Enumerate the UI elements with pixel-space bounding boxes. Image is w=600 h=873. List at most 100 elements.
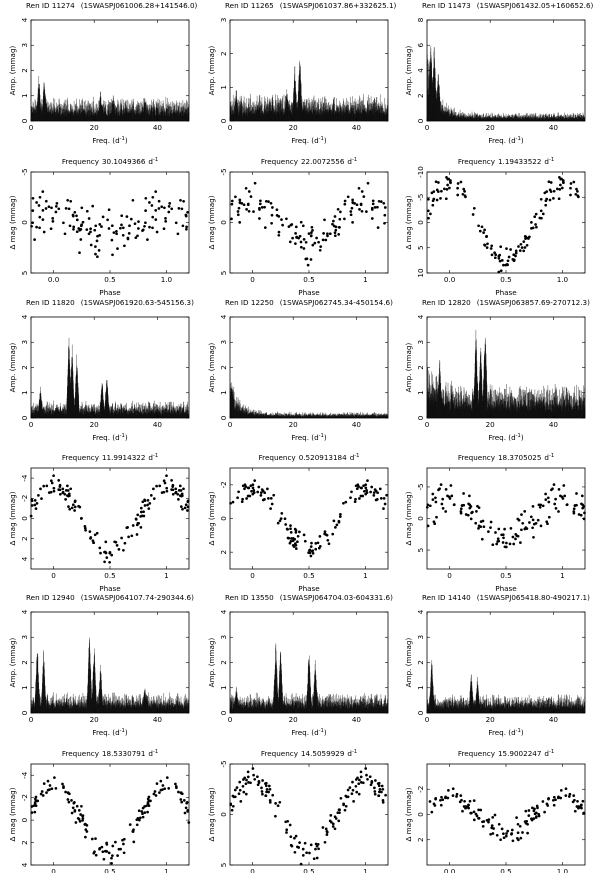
data-point (525, 819, 529, 823)
y-tick-label: 3 (219, 18, 228, 23)
data-point (98, 847, 102, 850)
y-tick-label: 2 (219, 660, 228, 665)
data-point (493, 256, 497, 260)
data-point (103, 560, 106, 564)
data-point (75, 230, 79, 234)
data-point (174, 221, 178, 225)
data-point (381, 801, 385, 804)
data-point (479, 808, 483, 812)
data-point (534, 223, 537, 226)
data-point (325, 833, 329, 836)
data-point (257, 780, 261, 783)
frequency-title: Frequency 0.520913184 d-1 (259, 453, 360, 462)
data-point (230, 808, 234, 812)
data-point (381, 798, 385, 802)
data-point (154, 218, 158, 221)
x-axis-label: Freq. (d-1) (291, 433, 327, 442)
data-point (309, 554, 313, 558)
x-tick-label: 40 (549, 715, 559, 724)
data-point (319, 245, 323, 248)
data-point (502, 836, 506, 840)
data-point (37, 494, 40, 497)
data-point (352, 800, 355, 803)
data-point (295, 235, 299, 239)
star-id-label: Ren ID 11274 (26, 1, 75, 10)
data-point (78, 820, 82, 823)
x-axis-label: Phase (298, 288, 320, 297)
data-point (155, 230, 159, 234)
periodogram-panel: Ren ID 11274 (1SWASPJ061006.28+141546.0) 0… (8, 1, 198, 145)
phase-panel: Frequency18.5330791d-100.51-4-2024PhaseΔ… (8, 749, 191, 873)
data-point (267, 784, 271, 788)
data-point (519, 836, 523, 840)
data-point (98, 234, 101, 237)
data-point (432, 520, 436, 524)
data-point (183, 811, 187, 815)
x-tick-label: 0 (51, 571, 56, 580)
data-point (506, 259, 510, 263)
data-point (145, 804, 148, 808)
data-point (294, 543, 298, 547)
data-point (237, 792, 241, 796)
y-tick-label: 0 (416, 220, 425, 225)
data-point (577, 195, 580, 199)
data-point (430, 810, 434, 814)
data-point (67, 492, 71, 496)
data-point (73, 210, 77, 214)
data-point (134, 518, 138, 521)
data-point (121, 233, 125, 237)
y-tick-label: 4 (219, 609, 228, 614)
data-point (174, 782, 177, 786)
data-point (348, 786, 352, 789)
x-tick-label: 1 (363, 275, 368, 284)
data-point (311, 229, 314, 232)
periodogram-panel: Ren ID 12820 (1SWASPJ063857.69-270712.3) 0… (404, 298, 590, 442)
data-point (525, 243, 529, 247)
data-point (527, 809, 531, 812)
data-point (439, 803, 443, 807)
data-point (377, 199, 381, 203)
data-point (354, 778, 358, 781)
data-point (449, 484, 453, 487)
phase-panel: Frequency15.9002247d-10.00.51.0-202Phase… (404, 749, 586, 873)
data-point (72, 225, 76, 229)
data-point (521, 521, 525, 525)
data-point (39, 487, 42, 491)
data-point (360, 486, 363, 490)
data-point (552, 795, 556, 799)
y-tick-label: 4 (20, 17, 29, 22)
data-point (293, 527, 297, 531)
data-point (263, 226, 267, 229)
data-point (268, 798, 272, 802)
data-point (431, 203, 435, 207)
data-point (521, 831, 524, 834)
data-point (94, 853, 98, 857)
data-point (69, 199, 73, 203)
data-point (114, 540, 118, 544)
data-point (355, 790, 359, 794)
data-point (279, 517, 283, 520)
data-point (478, 229, 482, 233)
data-point (545, 190, 549, 193)
data-point (291, 543, 295, 547)
data-point (230, 202, 234, 206)
y-tick-label: 4 (20, 862, 29, 867)
data-point (554, 798, 557, 802)
data-point (304, 240, 308, 244)
data-point (324, 238, 328, 242)
y-tick-label: 2 (20, 660, 29, 665)
data-point (314, 847, 317, 851)
data-point (80, 223, 83, 227)
data-point (183, 506, 187, 510)
data-point (331, 825, 335, 828)
y-tick-label: 0 (219, 415, 228, 420)
data-point (162, 479, 166, 483)
data-point (486, 242, 489, 246)
data-point (54, 205, 58, 208)
data-point (326, 232, 329, 236)
data-point (301, 854, 305, 857)
data-point (497, 257, 501, 260)
data-point (280, 512, 284, 515)
data-point (525, 527, 529, 530)
data-point (463, 799, 466, 803)
